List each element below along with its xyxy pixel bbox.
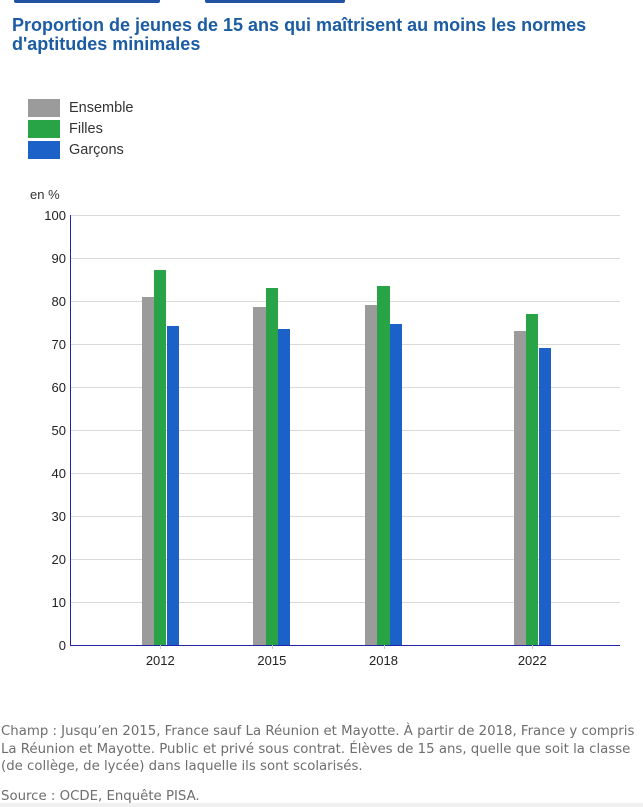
y-tick-label-40: 40 — [51, 465, 66, 481]
y-tick-label-70: 70 — [51, 336, 66, 352]
tab-underline-left[interactable] — [14, 0, 160, 3]
bottom-divider — [0, 803, 643, 807]
figure-title: Proportion de jeunes de 15 ans qui maîtr… — [12, 15, 587, 54]
legend-item-gar-ons[interactable]: Garçons — [28, 141, 133, 159]
y-tick-label-100: 100 — [44, 207, 66, 223]
x-tick-label-2015: 2015 — [257, 653, 287, 668]
legend-label: Filles — [69, 121, 103, 137]
gridline-50 — [71, 429, 620, 431]
bar-gar-ons-2015[interactable] — [278, 328, 291, 645]
y-axis-unit-label: en % — [30, 187, 60, 202]
x-tick-2018 — [383, 645, 385, 649]
x-tick-2015 — [271, 645, 273, 649]
y-tick-label-80: 80 — [51, 293, 66, 309]
gridline-90 — [71, 257, 620, 259]
gridline-40 — [71, 472, 620, 474]
y-tick-label-10: 10 — [51, 594, 66, 610]
chart-legend: Ensemble Filles Garçons — [28, 99, 133, 162]
bar-filles-2012[interactable] — [154, 269, 167, 645]
gridline-20 — [71, 558, 620, 560]
legend-swatch — [28, 141, 60, 159]
footnote-champ: Champ : Jusqu’en 2015, France sauf La Ré… — [1, 724, 635, 774]
footnote-source: Source : OCDE, Enquête PISA. — [1, 789, 200, 804]
gridline-100 — [71, 214, 620, 216]
y-tick-label-20: 20 — [51, 551, 66, 567]
y-tick-label-30: 30 — [51, 508, 66, 524]
bar-filles-2018[interactable] — [377, 285, 390, 645]
y-tick-label-90: 90 — [51, 250, 66, 266]
bar-ensemble-2015[interactable] — [253, 307, 266, 645]
legend-item-filles[interactable]: Filles — [28, 120, 133, 138]
y-tick-label-60: 60 — [51, 379, 66, 395]
bar-gar-ons-2012[interactable] — [166, 325, 179, 645]
gridline-80 — [71, 300, 620, 302]
bar-ensemble-2012[interactable] — [141, 296, 155, 645]
x-axis-line — [70, 645, 620, 646]
x-tick-2022 — [532, 645, 534, 649]
y-tick-label-0: 0 — [58, 637, 66, 653]
x-tick-2012 — [160, 645, 162, 649]
gridline-70 — [71, 343, 620, 345]
legend-swatch — [28, 99, 60, 117]
bar-gar-ons-2018[interactable] — [389, 324, 403, 645]
y-tick-label-50: 50 — [51, 422, 66, 438]
gridline-10 — [71, 601, 620, 603]
gridline-60 — [71, 386, 620, 388]
legend-label: Ensemble — [69, 100, 134, 116]
x-tick-label-2018: 2018 — [369, 653, 398, 668]
gridline-30 — [71, 515, 620, 517]
y-axis-line — [70, 215, 71, 645]
x-tick-label-2012: 2012 — [145, 653, 175, 668]
legend-swatch — [28, 120, 60, 138]
legend-item-ensemble[interactable]: Ensemble — [28, 99, 133, 117]
tab-underline-right[interactable] — [205, 0, 345, 3]
bar-ensemble-2022[interactable] — [513, 330, 527, 645]
plot-area: 0 10 20 30 40 50 60 70 80 90 100 2012 2015 2018 2022 — [44, 209, 620, 668]
bar-gar-ons-2022[interactable] — [538, 348, 551, 645]
x-tick-label-2022: 2022 — [517, 653, 547, 668]
bar-ensemble-2018[interactable] — [364, 305, 378, 645]
bar-filles-2022[interactable] — [526, 314, 539, 645]
bar-filles-2015[interactable] — [265, 288, 279, 645]
legend-label: Garçons — [69, 142, 124, 158]
